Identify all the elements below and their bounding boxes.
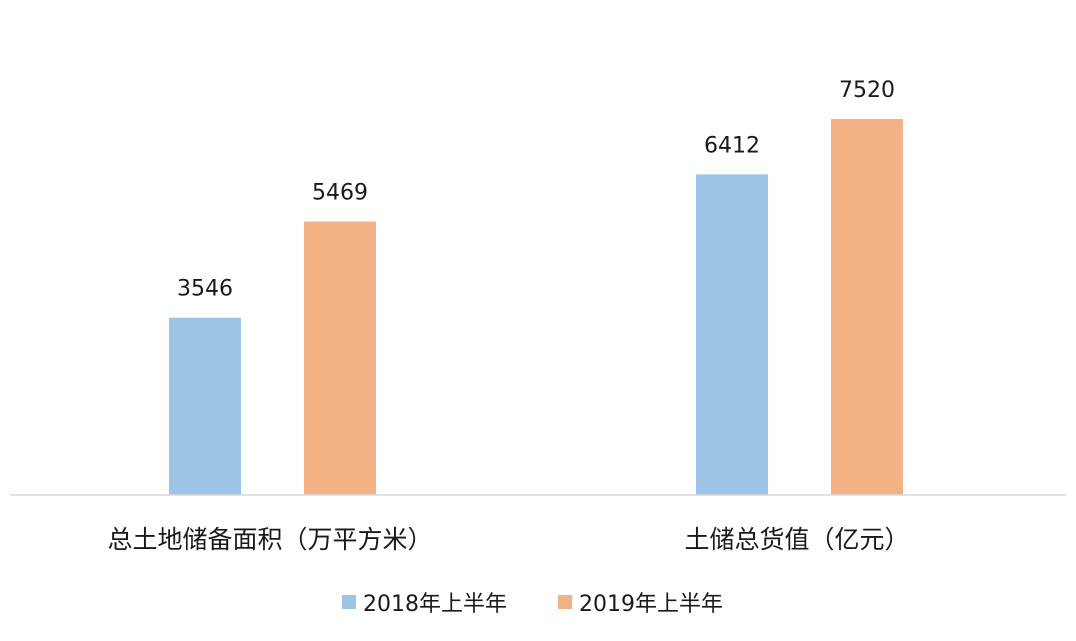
legend-label-2018: 2018年上半年 bbox=[363, 592, 507, 617]
legend-label-2019: 2019年上半年 bbox=[579, 592, 723, 617]
data-label-land-value-2018: 6412 bbox=[704, 133, 760, 158]
legend-swatch-2018 bbox=[342, 595, 356, 609]
bar-land-value-2019 bbox=[831, 119, 903, 495]
category-label-land-value: 土储总货值（亿元） bbox=[684, 525, 909, 554]
bar-land-area-2018 bbox=[169, 317, 241, 495]
category-label-land-area: 总土地储备面积（万平方米） bbox=[107, 525, 432, 554]
legend-swatch-2019 bbox=[558, 595, 572, 609]
data-label-land-area-2019: 5469 bbox=[312, 181, 368, 206]
data-label-land-value-2019: 7520 bbox=[839, 78, 895, 103]
legend: 2018年上半年 2019年上半年 bbox=[342, 592, 723, 617]
value-labels-group: 3546 6412 5469 7520 bbox=[177, 78, 895, 302]
bar-land-value-2018 bbox=[696, 174, 768, 495]
bars-group bbox=[169, 119, 903, 496]
data-label-land-area-2018: 3546 bbox=[177, 277, 233, 302]
bar-land-area-2019 bbox=[304, 221, 376, 496]
